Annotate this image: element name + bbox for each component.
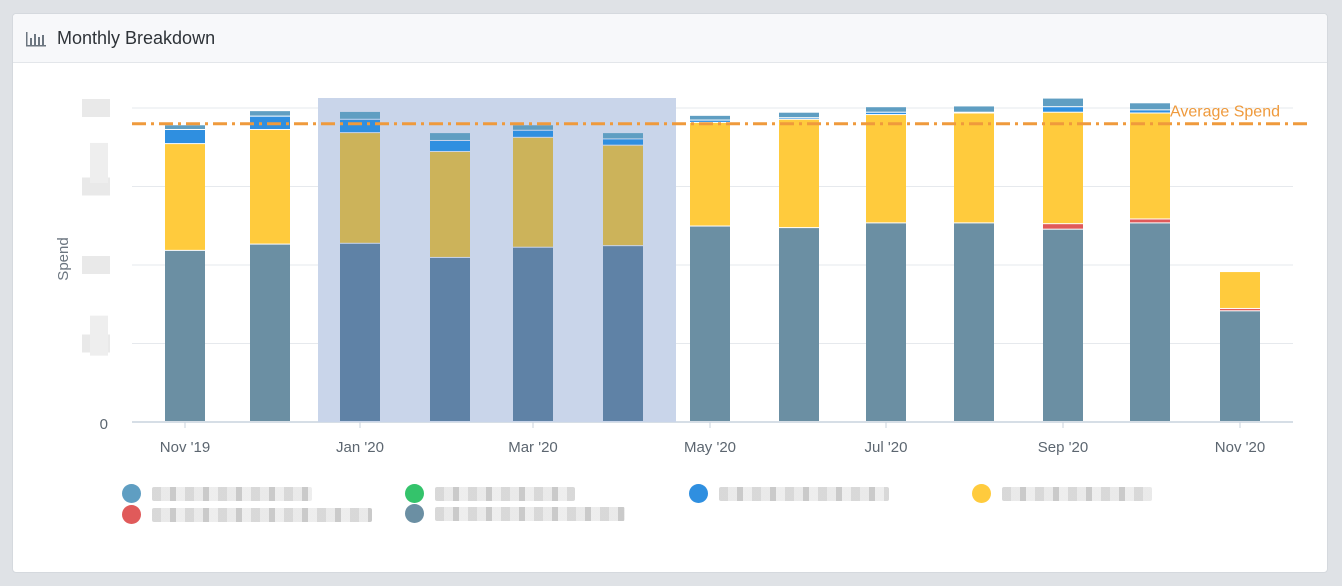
x-tick-label: Nov '19	[160, 439, 210, 456]
bar-segment[interactable]	[1043, 229, 1083, 421]
bar-segment[interactable]	[603, 145, 643, 246]
bar-segment[interactable]	[1043, 112, 1083, 224]
bar-chart-icon	[26, 32, 46, 47]
bar-segment[interactable]	[690, 122, 730, 226]
bar-segment[interactable]	[250, 244, 290, 421]
bar-segment[interactable]	[690, 115, 730, 120]
bar-segment[interactable]	[954, 113, 994, 223]
panel-title: Monthly Breakdown	[57, 27, 216, 48]
redacted-y-tick-label	[90, 315, 108, 356]
legend-label-redacted	[152, 487, 312, 501]
bar-segment[interactable]	[1043, 224, 1083, 229]
bar-segment[interactable]	[165, 129, 205, 144]
bar-segment[interactable]	[866, 115, 906, 223]
bar-segment[interactable]	[603, 133, 643, 139]
bar-segment[interactable]	[866, 223, 906, 421]
bar-segment[interactable]	[954, 223, 994, 421]
average-spend-label: Average Spend	[1170, 104, 1280, 121]
bar-segment[interactable]	[1043, 98, 1083, 107]
x-tick-label: May '20	[684, 439, 736, 456]
bar-segment[interactable]	[513, 247, 553, 421]
legend-label-redacted	[719, 487, 889, 501]
bar-segment[interactable]	[1043, 107, 1083, 112]
legend-label-redacted	[435, 507, 625, 521]
bar-segment[interactable]	[165, 144, 205, 250]
bar-segment[interactable]	[250, 111, 290, 116]
legend-color-dot	[122, 505, 141, 524]
x-tick-label: Sep '20	[1038, 439, 1088, 456]
bar-segment[interactable]	[165, 250, 205, 421]
bar-segment[interactable]	[1130, 223, 1170, 421]
bar-segment[interactable]	[954, 106, 994, 112]
bar-segment[interactable]	[603, 139, 643, 145]
bar-segment[interactable]	[779, 112, 819, 118]
x-tick-label: Mar '20	[508, 439, 558, 456]
y-tick-label: 0	[100, 416, 108, 433]
legend-color-dot	[405, 484, 424, 503]
bar-segment[interactable]	[1220, 272, 1260, 308]
x-tick-label: Jan '20	[336, 439, 384, 456]
bar-segment[interactable]	[1220, 308, 1260, 311]
legend-color-dot	[689, 484, 708, 503]
bar-segment[interactable]	[430, 257, 470, 421]
bar-segment[interactable]	[1130, 103, 1170, 110]
bar-segment[interactable]	[779, 118, 819, 119]
x-tick-label: Nov '20	[1215, 439, 1265, 456]
bar-segment[interactable]	[165, 125, 205, 129]
bar-segment[interactable]	[513, 137, 553, 247]
bar-segment[interactable]	[430, 140, 470, 151]
legend-color-dot	[405, 504, 424, 523]
bar-segment[interactable]	[1130, 113, 1170, 219]
bar-segment[interactable]	[340, 119, 380, 133]
redacted-y-tick-label	[90, 142, 108, 183]
bar-segment[interactable]	[513, 130, 553, 137]
bar-segment[interactable]	[1220, 311, 1260, 421]
bar-segment[interactable]	[340, 133, 380, 243]
bar-segment[interactable]	[690, 226, 730, 421]
bar-segment[interactable]	[866, 107, 906, 112]
legend-label-redacted	[435, 487, 575, 501]
x-tick-label: Jul '20	[865, 439, 908, 456]
redacted-y-tick-label	[82, 256, 110, 274]
bar-segment[interactable]	[250, 129, 290, 244]
bar-segment[interactable]	[340, 111, 380, 119]
legend-label-redacted	[1002, 487, 1152, 501]
y-axis-title: Spend	[55, 237, 72, 280]
panel-header: Monthly Breakdown	[13, 14, 1327, 63]
legend-color-dot	[122, 484, 141, 503]
bar-segment[interactable]	[690, 120, 730, 122]
bar-segment[interactable]	[513, 125, 553, 130]
bar-segment[interactable]	[430, 133, 470, 140]
bar-segment[interactable]	[866, 112, 906, 115]
bar-segment[interactable]	[430, 151, 470, 257]
bar-segment[interactable]	[1130, 110, 1170, 113]
legend-color-dot	[972, 484, 991, 503]
bar-segment[interactable]	[779, 119, 819, 228]
bar-segment[interactable]	[779, 228, 819, 421]
bar-segment[interactable]	[1130, 219, 1170, 223]
bar-segment[interactable]	[340, 243, 380, 421]
bar-segment[interactable]	[603, 246, 643, 421]
legend-label-redacted	[152, 508, 372, 522]
redacted-y-tick-label	[82, 99, 110, 117]
